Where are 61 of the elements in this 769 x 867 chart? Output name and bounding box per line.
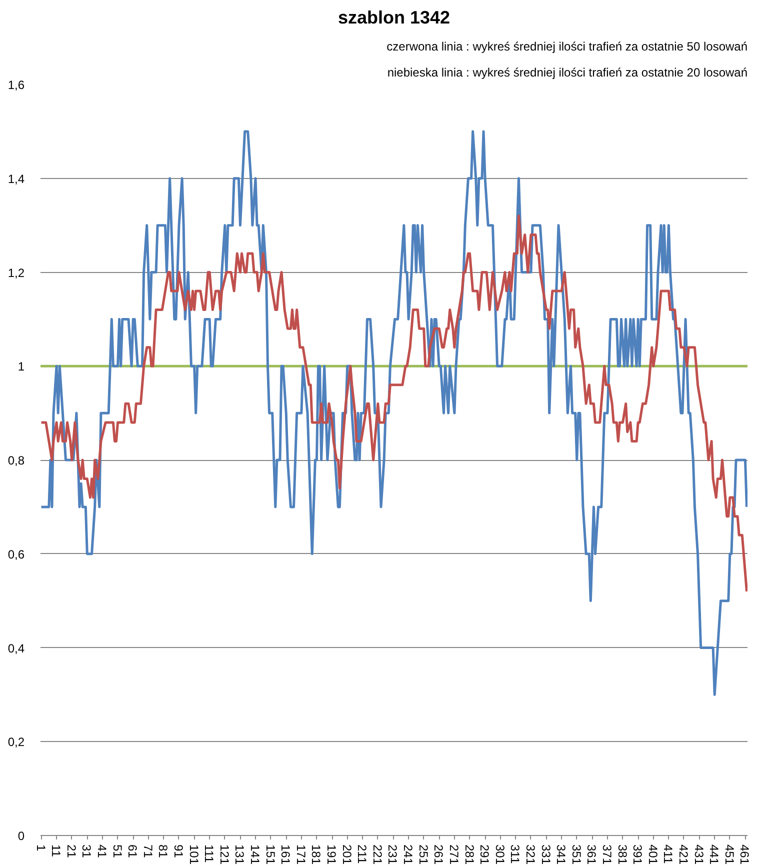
x-tick-label: 141: [248, 844, 262, 865]
x-tick-label: 291: [478, 844, 492, 865]
x-tick-label: 71: [140, 844, 155, 858]
y-tick-label: 1,6: [8, 78, 25, 92]
y-tick-label: 1,4: [8, 172, 25, 186]
x-tick-label: 461: [738, 844, 752, 865]
x-tick-label: 311: [508, 844, 522, 864]
x-tick-label: 241: [401, 844, 416, 865]
x-tick-label: 431: [692, 844, 706, 865]
x-tick-label: 191: [324, 844, 339, 865]
x-tick-label: 91: [171, 844, 186, 858]
x-tick-label: 211: [355, 844, 370, 864]
x-tick-label: 131: [232, 844, 247, 865]
y-tick-label: 0,2: [8, 735, 25, 750]
x-tick-label: 261: [432, 844, 446, 865]
x-tick-label: 61: [126, 844, 140, 858]
x-tick-label: 401: [646, 844, 660, 865]
line-series: [40, 214, 748, 593]
x-tick-label: 51: [110, 844, 124, 858]
x-tick-label: 21: [64, 844, 78, 858]
x-tick-label: 351: [569, 844, 584, 865]
text: niebieska linia : wykreś średniej ilości trafień za ostatnie 20 losowań: [387, 66, 748, 80]
x-tick-label: 391: [630, 844, 645, 865]
x-tick-label: 251: [416, 844, 430, 865]
x-tick-label: 101: [186, 844, 201, 865]
x-tick-label: 411: [661, 844, 676, 864]
x-tick-label: 171: [294, 844, 308, 865]
y-tick-label: 0: [18, 829, 25, 843]
x-tick-label: 281: [462, 844, 476, 865]
x-tick-label: 371: [600, 844, 614, 865]
y-tick-label: 1,2: [8, 266, 25, 280]
x-tick-label: 111: [202, 844, 216, 864]
x-tick-label: 201: [340, 844, 354, 865]
y-tick-label: 1: [18, 360, 25, 374]
x-tick-label: 381: [615, 844, 630, 865]
text: czerwona linia : wykreś średniej ilości trafień za ostatnie 50 losowań: [386, 40, 748, 54]
x-tick-label: 331: [538, 844, 553, 865]
x-tick-label: 271: [446, 844, 461, 865]
x-tick-label: 121: [217, 844, 232, 865]
y-tick-label: 0,4: [8, 641, 25, 656]
x-tick-label: 221: [370, 844, 384, 865]
x-tick-label: 81: [156, 844, 170, 858]
x-tick-label: 321: [523, 844, 538, 865]
line-series: [40, 130, 748, 696]
x-tick-label: 151: [263, 844, 278, 865]
x-tick-label: 181: [309, 844, 324, 865]
x-tick-label: 161: [278, 844, 293, 865]
x-tick-label: 421: [676, 844, 690, 865]
x-tick-label: 11: [49, 844, 64, 858]
x-tick-label: 441: [707, 844, 722, 865]
x-tick-label: 361: [584, 844, 599, 865]
y-tick-label: 0,6: [8, 547, 25, 562]
x-tick-label: 31: [80, 844, 94, 858]
x-tick-label: 1: [34, 844, 48, 852]
chart-title: szablon 1342: [338, 8, 450, 28]
x-tick-label: 301: [492, 844, 507, 865]
x-tick-label: 451: [722, 844, 736, 865]
x-tick-label: 41: [94, 844, 109, 858]
y-tick-label: 0,8: [8, 454, 25, 468]
x-tick-label: 231: [386, 844, 400, 865]
x-tick-label: 341: [554, 844, 568, 865]
